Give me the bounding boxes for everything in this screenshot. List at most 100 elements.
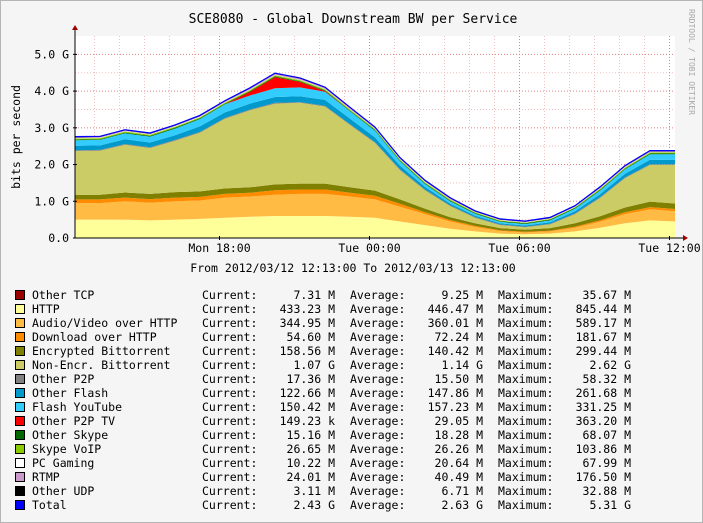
legend-swatch xyxy=(15,388,25,398)
maximum-value: 299.44 M xyxy=(575,344,631,358)
current-value: 149.23 k xyxy=(279,414,335,428)
legend-swatch xyxy=(15,360,25,370)
average-value: 6.71 M xyxy=(441,484,483,498)
average-value: 15.50 M xyxy=(434,372,483,386)
maximum-label: Maximum: xyxy=(498,470,554,484)
maximum-value: 67.99 M xyxy=(582,456,631,470)
legend-row: Non-Encr. Bittorrent Current: 1.07 G Averag… xyxy=(15,358,675,372)
average-label: Average: xyxy=(350,414,406,428)
maximum-value: 261.68 M xyxy=(575,386,631,400)
maximum-label: Maximum: xyxy=(498,414,554,428)
maximum-value: 5.31 G xyxy=(589,498,631,512)
legend-name: Other TCP xyxy=(32,288,95,302)
maximum-label: Maximum: xyxy=(498,358,554,372)
x-tick-label: Tue 12:00 xyxy=(638,241,700,255)
average-label: Average: xyxy=(350,442,406,456)
y-tick-label: 5.0 G xyxy=(34,47,69,61)
current-value: 1.07 G xyxy=(293,358,335,372)
legend-row: Other Flash Current: 122.66 M Average: 147.8… xyxy=(15,386,675,400)
legend-name: Other P2P TV xyxy=(32,414,116,428)
legend-row: Other TCP Current: 7.31 M Average: 9.25 M Max… xyxy=(15,288,675,302)
legend-name: Other Flash xyxy=(32,386,109,400)
legend-swatch xyxy=(15,346,25,356)
current-value: 10.22 M xyxy=(286,456,335,470)
maximum-value: 331.25 M xyxy=(575,400,631,414)
legend-name: Download over HTTP xyxy=(32,330,157,344)
legend-name: RTMP xyxy=(32,470,60,484)
legend-name: Skype VoIP xyxy=(32,442,102,456)
average-value: 360.01 M xyxy=(427,316,483,330)
legend-row: HTTP Current: 433.23 M Average: 446.47 M Maxi… xyxy=(15,302,675,316)
average-label: Average: xyxy=(350,302,406,316)
time-range-label: From 2012/03/12 12:13:00 To 2012/03/13 1… xyxy=(190,261,515,275)
legend-row: Download over HTTP Current: 54.60 M Average… xyxy=(15,330,675,344)
average-label: Average: xyxy=(350,428,406,442)
legend-swatch xyxy=(15,332,25,342)
legend-name: Non-Encr. Bittorrent xyxy=(32,358,171,372)
maximum-value: 35.67 M xyxy=(582,288,631,302)
maximum-label: Maximum: xyxy=(498,498,554,512)
current-value: 15.16 M xyxy=(286,428,335,442)
current-label: Current: xyxy=(202,484,258,498)
legend-swatch xyxy=(15,500,25,510)
average-label: Average: xyxy=(350,400,406,414)
average-label: Average: xyxy=(350,330,406,344)
maximum-label: Maximum: xyxy=(498,330,554,344)
total-line xyxy=(74,72,675,222)
legend-swatch xyxy=(15,430,25,440)
area-download-over-http xyxy=(75,189,675,233)
maximum-value: 176.50 M xyxy=(575,470,631,484)
legend-row: Encrypted Bittorrent Current: 158.56 M Aver… xyxy=(15,344,675,358)
average-value: 40.49 M xyxy=(434,470,483,484)
y-tick-labels: 0.0 1.0 G 2.0 G 3.0 G 4.0 G 5.0 G xyxy=(34,47,77,245)
average-value: 147.86 M xyxy=(427,386,483,400)
maximum-label: Maximum: xyxy=(498,386,554,400)
x-tick-label: Mon 18:00 xyxy=(188,241,250,255)
maximum-label: Maximum: xyxy=(498,428,554,442)
current-label: Current: xyxy=(202,330,258,344)
maximum-value: 2.62 G xyxy=(589,358,631,372)
current-value: 26.65 M xyxy=(286,442,335,456)
area-encrypted-bittorrent xyxy=(75,183,675,232)
average-value: 140.42 M xyxy=(427,344,483,358)
area-audio-video-over-http xyxy=(75,193,675,235)
legend-name: Flash YouTube xyxy=(32,400,123,414)
legend-name: Other Skype xyxy=(32,428,109,442)
maximum-value: 845.44 M xyxy=(575,302,631,316)
maximum-value: 68.07 M xyxy=(582,428,631,442)
average-label: Average: xyxy=(350,386,406,400)
current-label: Current: xyxy=(202,414,258,428)
legend-row: RTMP Current: 24.01 M Average: 40.49 M Maximu… xyxy=(15,470,675,484)
area-non-encr-bittorrent xyxy=(75,102,675,230)
maximum-label: Maximum: xyxy=(498,484,554,498)
maximum-label: Maximum: xyxy=(498,288,554,302)
current-value: 17.36 M xyxy=(286,372,335,386)
maximum-value: 32.88 M xyxy=(582,484,631,498)
legend-table: Other TCP Current: 7.31 M Average: 9.25 M Max… xyxy=(15,288,675,512)
current-label: Current: xyxy=(202,470,258,484)
legend-swatch xyxy=(15,304,25,314)
legend-row: Total Current: 2.43 G Average: 2.63 G Maximum… xyxy=(15,498,675,512)
maximum-label: Maximum: xyxy=(498,442,554,456)
maximum-label: Maximum: xyxy=(498,344,554,358)
average-value: 157.23 M xyxy=(427,400,483,414)
current-value: 433.23 M xyxy=(279,302,335,316)
y-tick-label: 1.0 G xyxy=(34,194,69,208)
x-tick-label: Tue 06:00 xyxy=(488,241,550,255)
average-value: 446.47 M xyxy=(427,302,483,316)
current-label: Current: xyxy=(202,442,258,456)
legend-row: Other UDP Current: 3.11 M Average: 6.71 M Max… xyxy=(15,484,675,498)
maximum-label: Maximum: xyxy=(498,372,554,386)
average-label: Average: xyxy=(350,316,406,330)
legend-name: Other P2P xyxy=(32,372,95,386)
current-value: 122.66 M xyxy=(279,386,335,400)
average-label: Average: xyxy=(350,358,406,372)
legend-row: Other Skype Current: 15.16 M Average: 18.28 … xyxy=(15,428,675,442)
average-label: Average: xyxy=(350,498,406,512)
legend-swatch xyxy=(15,486,25,496)
maximum-value: 103.86 M xyxy=(575,442,631,456)
chart-title: SCE8080 - Global Downstream BW per Servi… xyxy=(189,12,518,27)
legend-swatch xyxy=(15,402,25,412)
current-value: 150.42 M xyxy=(279,400,335,414)
